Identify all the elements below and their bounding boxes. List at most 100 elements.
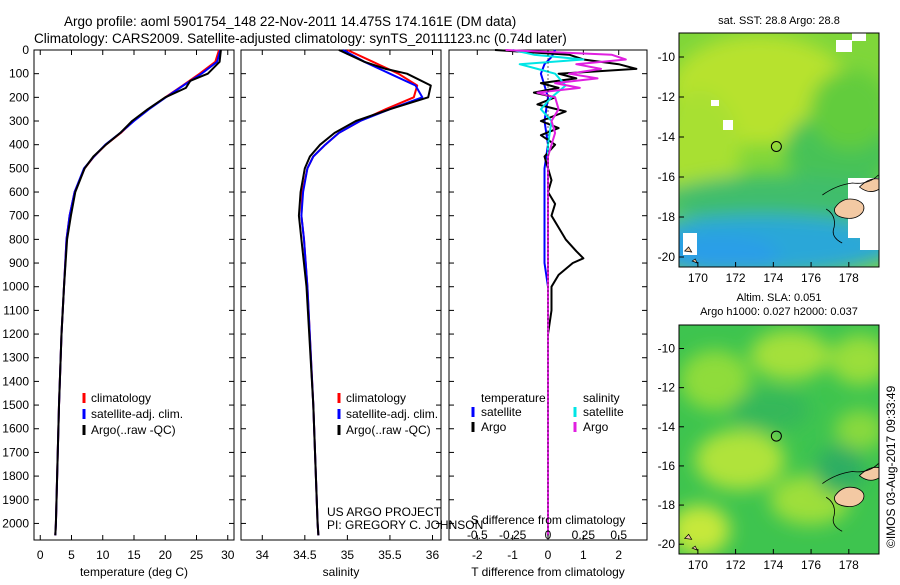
temperature-profile-xtick-label: 0 bbox=[37, 548, 44, 562]
depth-tick-label: 1200 bbox=[2, 327, 29, 341]
sst-map-land-group bbox=[683, 174, 879, 264]
legend-header: temperature bbox=[481, 391, 546, 405]
argo-position-marker bbox=[770, 141, 782, 152]
island-shape bbox=[691, 545, 698, 551]
salinity-diff-axis-label: S difference from climatology bbox=[471, 513, 626, 527]
salinity-profile-frame bbox=[240, 49, 442, 541]
depth-tick-label: 1000 bbox=[2, 280, 29, 294]
island-shape bbox=[683, 246, 693, 253]
salinity-profile-line-satellite-adj-clim- bbox=[300, 49, 424, 536]
legend-label: Argo(..raw -QC) bbox=[91, 423, 176, 437]
legend-label: Argo bbox=[481, 420, 507, 434]
depth-tick-label: 900 bbox=[9, 256, 29, 270]
sst-map-ytick-label: -10 bbox=[658, 50, 676, 64]
depth-tick-label: 600 bbox=[9, 185, 29, 199]
temperature-profile-xtick-label: 20 bbox=[159, 548, 173, 562]
difference-profile-line-temperature-argo bbox=[494, 49, 638, 536]
sst-map-xtick-label: 178 bbox=[839, 271, 859, 285]
project-label: US ARGO PROJECT bbox=[327, 505, 442, 519]
island-shape bbox=[834, 198, 865, 219]
depth-tick-label: 1100 bbox=[3, 303, 29, 317]
depth-tick-label: 1600 bbox=[2, 422, 29, 436]
salinity-profile-line-climatology bbox=[300, 49, 419, 536]
sst-map-xtick-label: 176 bbox=[801, 271, 821, 285]
temperature-profile-series-group bbox=[54, 49, 222, 536]
salinity-profile-xtick-label: 34.5 bbox=[293, 548, 317, 562]
legend-label: satellite bbox=[481, 405, 522, 419]
sla-map-ytick-label: -16 bbox=[658, 459, 676, 473]
depth-tick-label: 1400 bbox=[2, 374, 29, 388]
island-shape bbox=[691, 258, 698, 264]
legend-label: Argo bbox=[583, 420, 609, 434]
difference-profile-xtick-label: 1 bbox=[580, 548, 587, 562]
sla-map-land-group bbox=[683, 463, 879, 551]
sla-map-frame bbox=[678, 324, 880, 555]
depth-tick-label: 0 bbox=[22, 43, 29, 57]
difference-profile-xlabel: T difference from climatology bbox=[471, 565, 625, 579]
temperature-profile-xtick-label: 25 bbox=[190, 548, 204, 562]
reef-outline bbox=[822, 174, 879, 196]
sst-map-title: sat. SST: 28.8 Argo: 28.8 bbox=[718, 15, 840, 27]
figure-title-line2: Climatology: CARS2009. Satellite-adjuste… bbox=[34, 31, 567, 46]
legend-label: climatology bbox=[346, 391, 406, 405]
reef-outline bbox=[825, 496, 843, 532]
salinity-profile-xlabel: salinity bbox=[323, 565, 360, 579]
sst-map-field bbox=[679, 33, 879, 267]
depth-tick-label: 100 bbox=[9, 67, 29, 81]
salinity-diff-tick-label: -0.25 bbox=[499, 528, 527, 542]
depth-tick-label: 400 bbox=[9, 138, 29, 152]
temperature-profile-line-satellite-adj-clim- bbox=[54, 49, 222, 536]
sst-map-xtick-label: 174 bbox=[763, 271, 783, 285]
island-shape bbox=[834, 486, 865, 507]
sla-map-xtick-label: 174 bbox=[763, 558, 783, 572]
salinity-diff-tick-label: 0 bbox=[545, 528, 552, 542]
difference-profile-xtick-label: 2 bbox=[615, 548, 622, 562]
legend-label: Argo(..raw -QC) bbox=[346, 423, 431, 437]
salinity-profile-line-argo-raw-qc- bbox=[297, 49, 432, 536]
temperature-profile-xtick-label: 30 bbox=[221, 548, 235, 562]
legend-label: satellite bbox=[583, 405, 624, 419]
pi-label: PI: GREGORY C. JOHNSON bbox=[327, 518, 483, 532]
sst-map-ytick-label: -18 bbox=[658, 210, 676, 224]
sla-map-xtick-label: 172 bbox=[726, 558, 746, 572]
legend-header: salinity bbox=[583, 391, 620, 405]
sla-map-xtick-label: 170 bbox=[688, 558, 708, 572]
salinity-profile-xtick-label: 35.5 bbox=[378, 548, 402, 562]
argo-position-marker bbox=[770, 430, 782, 442]
temperature-profile-line-argo-raw-qc- bbox=[54, 49, 222, 536]
sst-map-ytick-label: -20 bbox=[658, 250, 676, 264]
sst-map-xtick-label: 172 bbox=[726, 271, 746, 285]
depth-tick-label: 1500 bbox=[2, 398, 29, 412]
depth-tick-label: 500 bbox=[9, 161, 29, 175]
sla-map-xtick-label: 176 bbox=[801, 558, 821, 572]
temperature-profile-xtick-label: 5 bbox=[68, 548, 75, 562]
sst-map-ytick-label: -16 bbox=[658, 170, 676, 184]
imos-timestamp: ©IMOS 03-Aug-2017 09:33:49 bbox=[884, 385, 898, 548]
depth-tick-label: 200 bbox=[9, 90, 29, 104]
figure-title-line1: Argo profile: aoml 5901754_148 22-Nov-20… bbox=[64, 14, 516, 29]
sst-map-ytick-label: -14 bbox=[658, 130, 676, 144]
sla-map-ytick-label: -10 bbox=[658, 341, 676, 355]
salinity-profile-series-group bbox=[297, 49, 432, 536]
temperature-profile-xtick-label: 10 bbox=[96, 548, 110, 562]
depth-tick-label: 1800 bbox=[2, 469, 29, 483]
salinity-profile-xtick-label: 35 bbox=[341, 548, 355, 562]
temperature-profile-line-climatology bbox=[54, 49, 220, 536]
sla-map-ytick-label: -12 bbox=[658, 381, 676, 395]
salinity-profile-xtick-label: 36 bbox=[426, 548, 440, 562]
salinity-diff-tick-label: 0.25 bbox=[572, 528, 596, 542]
depth-tick-label: 2000 bbox=[2, 516, 29, 530]
depth-tick-label: 1900 bbox=[2, 493, 29, 507]
depth-tick-label: 800 bbox=[9, 232, 29, 246]
salinity-diff-tick-label: -0.5 bbox=[467, 528, 488, 542]
depth-tick-label: 700 bbox=[9, 209, 29, 223]
legend-label: climatology bbox=[91, 391, 151, 405]
salinity-diff-tick-label: 0.5 bbox=[610, 528, 627, 542]
legend-label: satellite-adj. clim. bbox=[346, 407, 438, 421]
sst-map-ytick-label: -12 bbox=[658, 90, 676, 104]
sla-map-xtick-label: 178 bbox=[839, 558, 859, 572]
salinity-profile-xtick-label: 34 bbox=[256, 548, 270, 562]
sla-map-ytick-label: -14 bbox=[658, 420, 676, 434]
sst-map-frame bbox=[678, 32, 880, 268]
